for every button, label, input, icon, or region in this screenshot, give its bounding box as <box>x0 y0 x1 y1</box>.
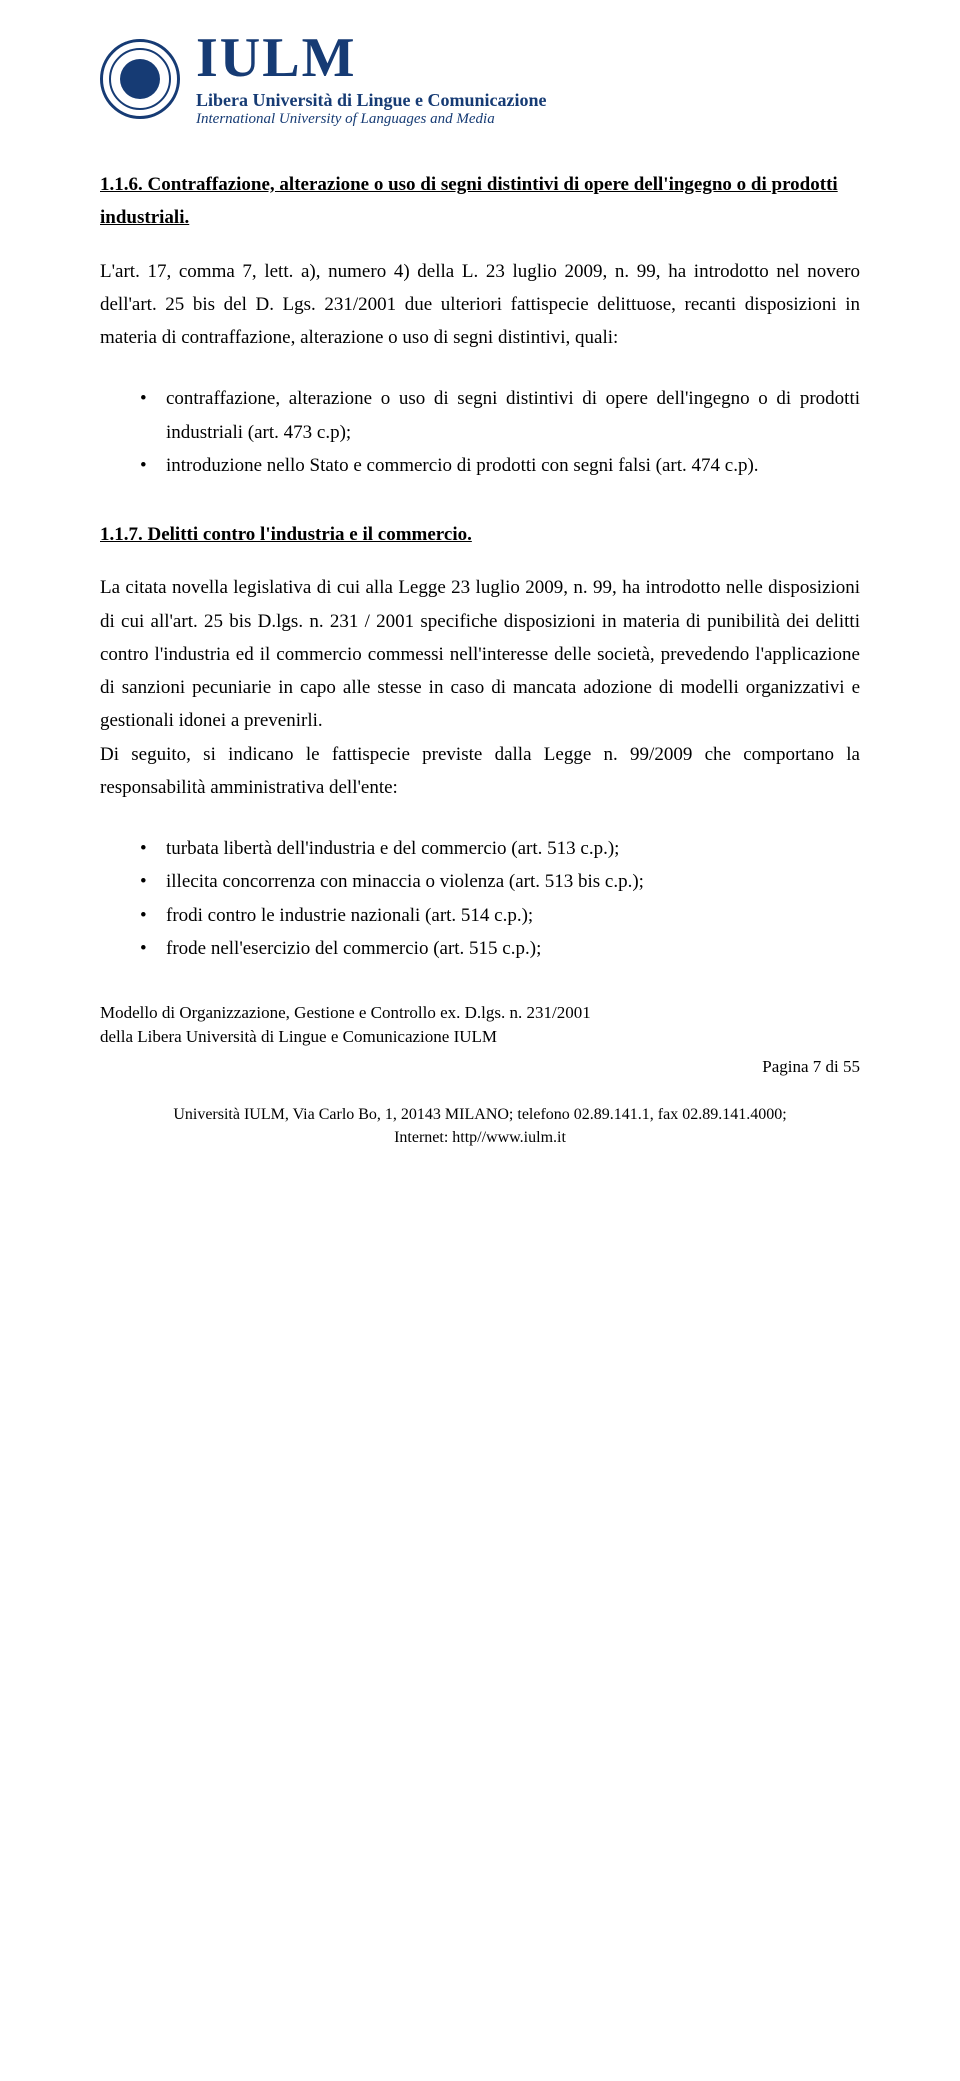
list-item: frode nell'esercizio del commercio (art.… <box>140 932 860 965</box>
list-item: introduzione nello Stato e commercio di … <box>140 449 860 482</box>
footer-model-info: Modello di Organizzazione, Gestione e Co… <box>100 1001 860 1078</box>
logo-subtitle-2: International University of Languages an… <box>196 111 547 128</box>
list-item: contraffazione, alterazione o uso di seg… <box>140 382 860 449</box>
document-body: 1.1.6. Contraffazione, alterazione o uso… <box>100 168 860 965</box>
paragraph-2: La citata novella legislativa di cui all… <box>100 571 860 737</box>
logo-main: IULM <box>196 30 547 86</box>
section-heading-117: 1.1.7. Delitti contro l'industria e il c… <box>100 518 860 551</box>
footer-address: Università IULM, Via Carlo Bo, 1, 20143 … <box>100 1104 860 1149</box>
list-item: illecita concorrenza con minaccia o viol… <box>140 865 860 898</box>
seal-icon <box>100 39 180 119</box>
footer-line-2: della Libera Università di Lingue e Comu… <box>100 1025 860 1049</box>
paragraph-1: L'art. 17, comma 7, lett. a), numero 4) … <box>100 255 860 355</box>
bullet-list-2: turbata libertà dell'industria e del com… <box>140 832 860 965</box>
footer-line-1: Modello di Organizzazione, Gestione e Co… <box>100 1001 860 1025</box>
section-heading-116: 1.1.6. Contraffazione, alterazione o uso… <box>100 168 860 235</box>
header-logo: IULM Libera Università di Lingue e Comun… <box>100 30 860 128</box>
page-number: Pagina 7 di 55 <box>100 1055 860 1079</box>
list-item: frodi contro le industrie nazionali (art… <box>140 899 860 932</box>
logo-text-block: IULM Libera Università di Lingue e Comun… <box>196 30 547 128</box>
logo-subtitle-1: Libera Università di Lingue e Comunicazi… <box>196 90 547 111</box>
footer-address-line-1: Università IULM, Via Carlo Bo, 1, 20143 … <box>100 1104 860 1126</box>
list-item: turbata libertà dell'industria e del com… <box>140 832 860 865</box>
footer-address-line-2: Internet: http//www.iulm.it <box>100 1127 860 1149</box>
paragraph-3: Di seguito, si indicano le fattispecie p… <box>100 738 860 805</box>
bullet-list-1: contraffazione, alterazione o uso di seg… <box>140 382 860 482</box>
